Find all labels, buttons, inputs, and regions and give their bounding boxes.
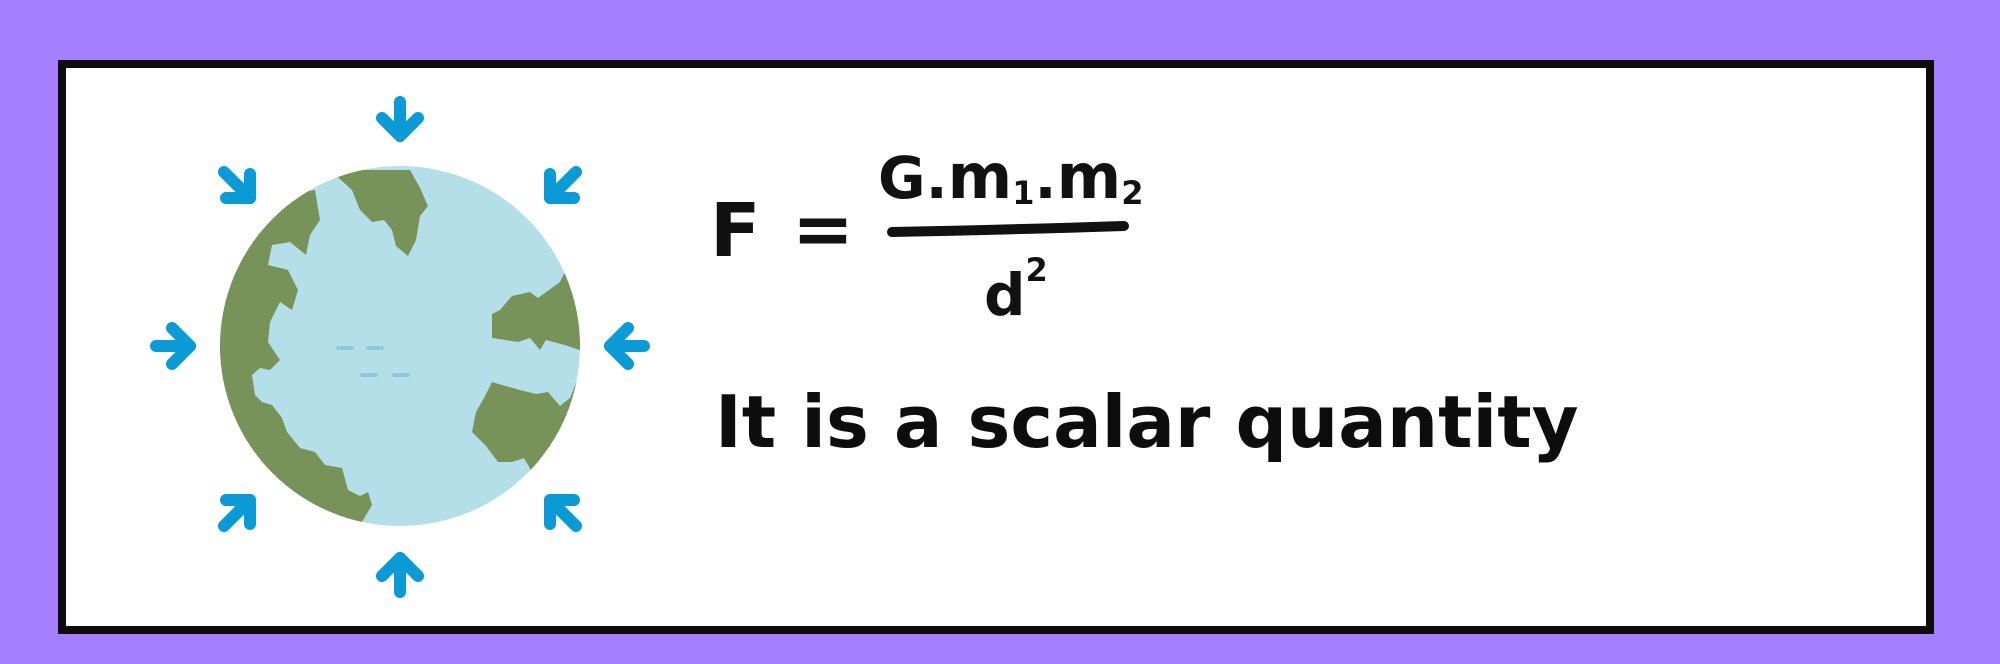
arrow-top-icon (382, 102, 418, 136)
arrow-bottom-right-icon (550, 500, 576, 526)
land-north (330, 170, 428, 256)
formula-numerator: G.m1.m2 (878, 140, 1143, 213)
gravitation-formula: F = G.m1.m2 d2 (710, 140, 1143, 329)
formula-denominator: d2 (984, 251, 1048, 329)
symbol-m1: m (948, 140, 1013, 213)
exponent-2: 2 (1026, 251, 1048, 289)
dot-2: . (1035, 144, 1057, 212)
symbol-G: G (878, 144, 926, 212)
arrow-top-right-icon (550, 172, 576, 198)
arrow-right-icon (610, 328, 644, 364)
dot-1: . (926, 144, 948, 212)
formula-equals: = (792, 186, 854, 272)
land-east (556, 418, 580, 446)
subscript-1: 1 (1012, 174, 1034, 212)
statement-text: It is a scalar quantity (715, 380, 1579, 464)
fraction-bar (887, 221, 1129, 237)
arrow-top-left-icon (224, 172, 250, 198)
arrow-bottom-left-icon (224, 500, 250, 526)
subscript-2: 2 (1121, 174, 1143, 212)
arrow-bottom-icon (382, 558, 418, 592)
symbol-m2: m (1057, 140, 1122, 213)
gravity-illustration (120, 60, 680, 620)
symbol-d: d (984, 261, 1026, 329)
earth-globe-icon (220, 166, 580, 526)
formula-lhs: F (710, 188, 761, 274)
arrow-left-icon (156, 328, 190, 364)
